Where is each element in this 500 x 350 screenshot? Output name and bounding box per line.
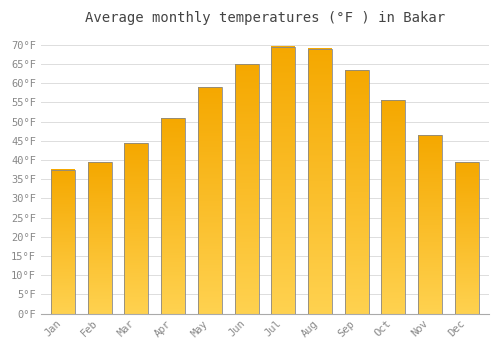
Bar <box>382 100 406 314</box>
Bar <box>198 87 222 314</box>
Bar <box>88 162 112 314</box>
Bar <box>455 162 479 314</box>
Title: Average monthly temperatures (°F ) in Bakar: Average monthly temperatures (°F ) in Ba… <box>85 11 445 25</box>
Bar <box>308 49 332 314</box>
Bar <box>418 135 442 314</box>
Bar <box>234 64 258 314</box>
Bar <box>272 47 295 314</box>
Bar <box>51 170 75 314</box>
Bar <box>124 143 148 314</box>
Bar <box>161 118 185 314</box>
Bar <box>345 70 368 314</box>
